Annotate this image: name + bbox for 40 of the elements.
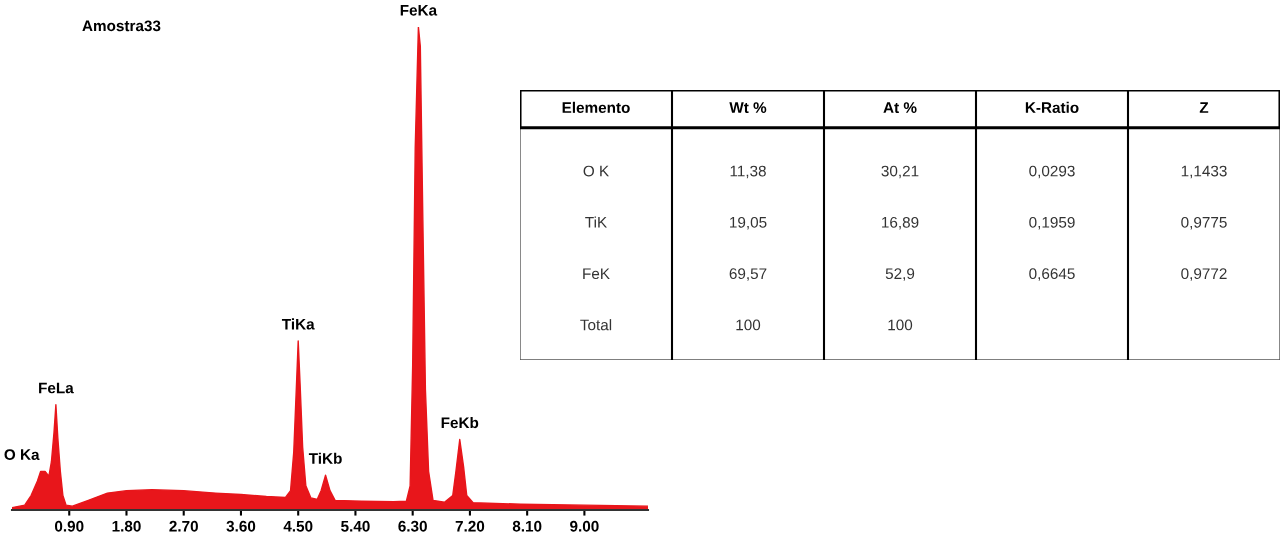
text: O K (583, 165, 609, 177)
x-tick-label: 3.60 (226, 520, 256, 532)
text: 19,05 (730, 216, 767, 230)
x-tick-label: 4.50 (283, 520, 313, 532)
text: 0,6645 (1029, 268, 1075, 281)
chart-title: Amostra33 (82, 20, 161, 32)
text: 30,21 (881, 165, 919, 179)
text: FeK (583, 268, 610, 280)
annotation: O Ka (4, 449, 40, 461)
x-tick-label: 6.30 (398, 520, 427, 532)
annotation: TiKb (308, 452, 342, 464)
text: 69,57 (729, 268, 767, 281)
x-tick-label: 9.00 (570, 520, 599, 532)
text: 11,38 (730, 165, 766, 179)
text: 0,0293 (1029, 165, 1075, 179)
text: 0,9775 (1181, 216, 1227, 230)
x-tick-label: 1.80 (112, 520, 141, 532)
text: 16,89 (882, 216, 919, 230)
x-tick-label: 7.20 (455, 520, 485, 532)
text: 100 (888, 319, 913, 331)
text: 100 (736, 319, 761, 331)
category-label: Wt % (729, 102, 767, 113)
x-tick-label: 2.70 (169, 520, 198, 532)
text: 52,9 (885, 268, 915, 281)
x-tick-label: 0.90 (54, 520, 84, 532)
category-label: Elemento (562, 101, 630, 113)
category-label: K-Ratio (1025, 101, 1079, 113)
text: Total (580, 319, 612, 331)
annotation: TiKa (281, 318, 315, 330)
category-label: Z (1199, 102, 1209, 113)
annotation: FeKa (400, 4, 438, 16)
text: 0,1959 (1029, 216, 1075, 230)
text: TiK (585, 216, 607, 228)
text: 0,9772 (1181, 268, 1227, 281)
x-tick-label: 5.40 (341, 520, 370, 532)
x-tick-label: 8.10 (512, 520, 542, 532)
annotation: FeKb (441, 416, 479, 429)
category-label: At % (883, 102, 917, 113)
annotation: FeLa (39, 382, 74, 394)
text: 1,1433 (1181, 165, 1227, 179)
